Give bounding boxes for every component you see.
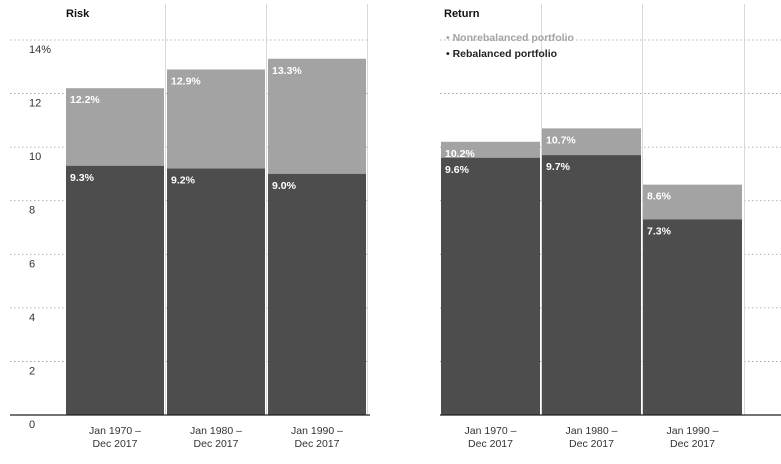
y-tick-label: 6 bbox=[29, 258, 35, 270]
y-tick-label: 0 bbox=[29, 419, 35, 431]
data-label-nonrebalanced: 8.6% bbox=[647, 191, 672, 203]
data-label-rebalanced: 9.6% bbox=[445, 164, 470, 176]
y-tick-label: 2 bbox=[29, 365, 35, 377]
data-label-nonrebalanced: 12.2% bbox=[70, 94, 100, 106]
bar-rebalanced bbox=[643, 219, 742, 415]
data-label-rebalanced: 9.3% bbox=[70, 172, 95, 184]
column-separators bbox=[165, 4, 745, 415]
x-tick-label: Jan 1970 – Dec 2017 bbox=[89, 425, 141, 450]
bar-rebalanced bbox=[167, 168, 265, 415]
bar-rebalanced bbox=[441, 157, 540, 415]
data-label-nonrebalanced: 10.7% bbox=[546, 134, 576, 146]
x-tick-label: Jan 1990 – Dec 2017 bbox=[291, 425, 343, 450]
bar-rebalanced bbox=[268, 173, 366, 415]
data-label-rebalanced: 9.7% bbox=[546, 161, 571, 173]
x-tick-label: Jan 1980 – Dec 2017 bbox=[566, 425, 618, 450]
x-tick-label: Jan 1970 – Dec 2017 bbox=[465, 425, 517, 450]
bar-rebalanced bbox=[542, 155, 641, 415]
y-tick-label: 14% bbox=[29, 44, 51, 56]
data-label-rebalanced: 9.2% bbox=[171, 175, 196, 187]
y-tick-label: 8 bbox=[29, 205, 35, 217]
legend-rebalanced: • Rebalanced portfolio bbox=[446, 48, 557, 60]
data-label-rebalanced: 7.3% bbox=[647, 225, 672, 237]
data-label-nonrebalanced: 10.2% bbox=[445, 148, 475, 160]
data-label-rebalanced: 9.0% bbox=[272, 180, 297, 192]
bar-rebalanced bbox=[66, 165, 164, 415]
legend-nonrebalanced: • Nonrebalanced portfolio bbox=[446, 32, 574, 44]
data-label-nonrebalanced: 13.3% bbox=[272, 65, 302, 77]
x-tick-label: Jan 1990 – Dec 2017 bbox=[667, 425, 719, 450]
data-label-nonrebalanced: 12.9% bbox=[171, 75, 201, 87]
return-chart-title: Return bbox=[444, 8, 480, 20]
data-labels: 12.2% 9.3% 12.9% 9.2% 13.3% 9.0% 10.2% 9.6% 10.7… bbox=[70, 65, 672, 238]
bars bbox=[66, 58, 742, 416]
chart-text: Risk Return • Nonrebalanced portfolio • … bbox=[29, 8, 719, 450]
risk-chart-title: Risk bbox=[66, 8, 90, 20]
x-tick-label: Jan 1980 – Dec 2017 bbox=[190, 425, 242, 450]
y-tick-label: 12 bbox=[29, 98, 41, 110]
y-tick-label: 10 bbox=[29, 151, 41, 163]
y-tick-label: 4 bbox=[29, 312, 35, 324]
